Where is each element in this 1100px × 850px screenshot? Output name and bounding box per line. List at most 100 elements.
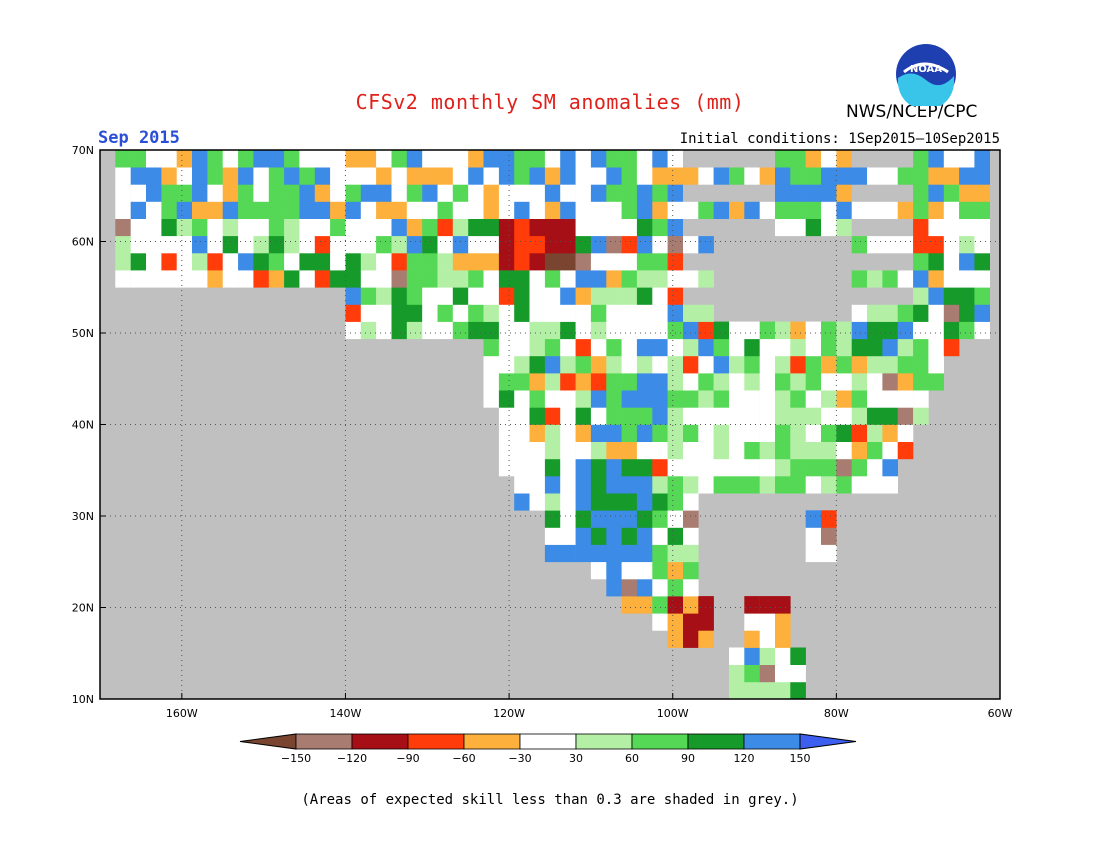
anomaly-cell: [867, 390, 883, 408]
anomaly-cell: [943, 252, 960, 271]
anomaly-cell: [974, 201, 990, 219]
anomaly-cell: [314, 252, 331, 271]
anomaly-cell: [621, 218, 638, 237]
anomaly-cell: [698, 476, 714, 494]
anomaly-cell: [590, 441, 607, 460]
anomaly-cell: [851, 235, 868, 254]
anomaly-cell: [422, 321, 438, 340]
anomaly-cell: [498, 218, 515, 237]
anomaly-cell: [867, 218, 883, 237]
anomaly-cell: [544, 493, 561, 511]
anomaly-cell: [253, 218, 269, 237]
anomaly-cell: [683, 493, 699, 511]
anomaly-cell: [667, 270, 684, 288]
legend-swatch: [631, 733, 689, 750]
anomaly-cell: [698, 458, 714, 477]
anomaly-cell: [606, 527, 622, 545]
anomaly-cell: [560, 355, 576, 374]
anomaly-cell: [729, 441, 745, 460]
gridlines: [100, 150, 1000, 699]
anomaly-cell: [744, 201, 760, 219]
anomaly-cell: [652, 578, 668, 597]
anomaly-cell: [713, 338, 730, 357]
anomaly-cell: [222, 252, 239, 271]
anomaly-cell: [529, 493, 546, 511]
anomaly-cell: [698, 373, 714, 391]
anomaly-cell: [683, 304, 699, 322]
anomaly-cell: [959, 252, 975, 271]
anomaly-cell: [867, 458, 883, 477]
anomaly-cell: [621, 527, 638, 545]
anomaly-cell: [207, 150, 223, 168]
anomaly-cell: [238, 167, 254, 185]
anomaly-cell: [867, 338, 883, 357]
anomaly-cell: [606, 304, 622, 322]
anomaly-cell: [468, 304, 484, 322]
anomaly-cell: [544, 150, 561, 168]
anomaly-cell: [544, 458, 561, 477]
anomaly-cell: [406, 150, 423, 168]
anomaly-cell: [851, 458, 868, 477]
anomaly-cell: [253, 184, 269, 202]
anomaly-cell: [652, 441, 668, 460]
anomaly-cell: [590, 527, 607, 545]
legend-swatch: [351, 733, 409, 750]
anomaly-cell: [836, 167, 852, 185]
anomaly-cell: [529, 407, 546, 425]
anomaly-cell: [775, 458, 791, 477]
anomaly-cell: [652, 510, 668, 528]
anomaly-cell: [621, 476, 638, 494]
anomaly-cell: [575, 544, 592, 563]
anomaly-cell: [775, 596, 791, 614]
anomaly-cell: [713, 441, 730, 460]
legend-swatch: [743, 733, 801, 750]
noaa-logo-text: NOAA: [910, 64, 942, 75]
anomaly-cell: [775, 664, 791, 683]
anomaly-cell: [284, 184, 300, 202]
anomaly-cell: [683, 338, 699, 357]
anomaly-cell: [437, 235, 454, 254]
anomaly-cell: [544, 441, 561, 460]
anomaly-cell: [897, 218, 914, 237]
anomaly-cell: [391, 304, 408, 322]
anomaly-cell: [744, 355, 760, 374]
anomaly-cell: [376, 321, 392, 340]
anomaly-cell: [683, 630, 699, 648]
anomaly-cell: [253, 201, 269, 219]
anomaly-cell: [483, 287, 500, 305]
anomaly-cell: [575, 304, 592, 322]
anomaly-cell: [575, 184, 592, 202]
anomaly-cell: [652, 613, 668, 631]
anomaly-cell: [606, 355, 622, 374]
anomaly-cell: [729, 407, 745, 425]
anomaly-cell: [897, 235, 914, 254]
anomaly-cell: [222, 201, 239, 219]
anomaly-cell: [805, 150, 822, 168]
anomaly-cell: [913, 184, 929, 202]
lon-label: 120W: [493, 707, 525, 720]
anomaly-cell: [483, 304, 500, 322]
anomaly-cell: [606, 510, 622, 528]
anomaly-cell: [867, 321, 883, 340]
anomaly-cell: [744, 664, 760, 683]
anomaly-cell: [330, 252, 346, 271]
anomaly-cell: [913, 167, 929, 185]
anomaly-cell: [544, 424, 561, 442]
anomaly-cell: [636, 201, 653, 219]
anomaly-cell: [161, 235, 177, 254]
anomaly-cell: [529, 321, 546, 340]
anomaly-cell: [590, 390, 607, 408]
anomaly-cell: [805, 510, 822, 528]
anomaly-cell: [775, 407, 791, 425]
anomaly-cell: [882, 167, 898, 185]
anomaly-cell: [238, 270, 254, 288]
anomaly-cell: [974, 270, 990, 288]
anomaly-cell: [452, 304, 469, 322]
anomaly-cell: [744, 184, 760, 202]
anomaly-cell: [161, 184, 177, 202]
anomaly-cell: [284, 252, 300, 271]
anomaly-cell: [759, 390, 776, 408]
anomaly-cell: [667, 424, 684, 442]
